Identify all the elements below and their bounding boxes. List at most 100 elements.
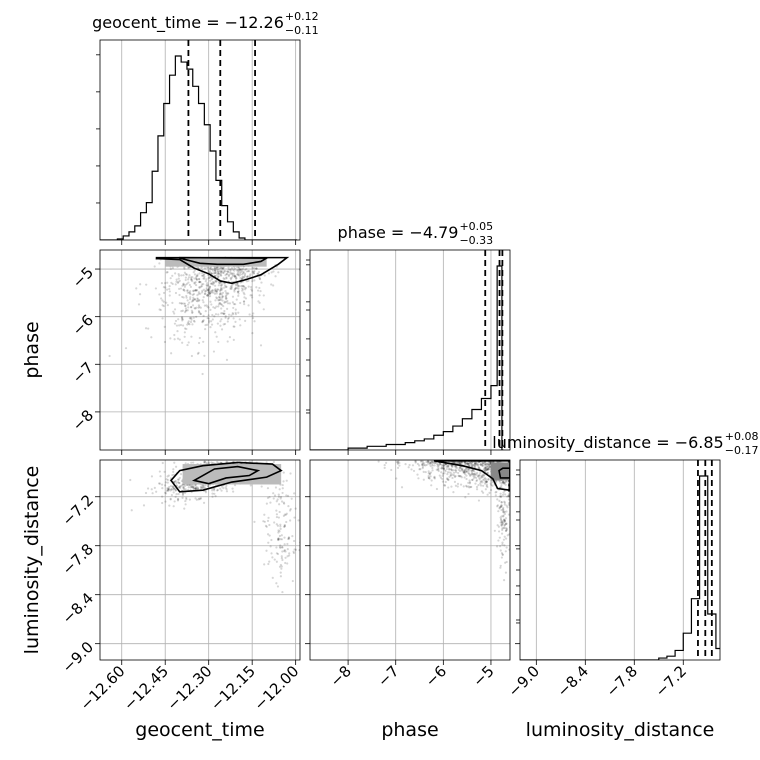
scatter-point bbox=[458, 461, 462, 465]
scatter-point bbox=[212, 487, 216, 490]
y-tick-label: −8 bbox=[69, 406, 97, 434]
scatter-point bbox=[447, 464, 450, 467]
scatter-point bbox=[285, 479, 288, 482]
scatter-point bbox=[250, 289, 254, 292]
scatter-point bbox=[237, 287, 240, 290]
scatter-point bbox=[279, 527, 282, 530]
scatter-point bbox=[501, 481, 505, 484]
scatter-point bbox=[263, 513, 266, 516]
scatter-point bbox=[479, 463, 482, 466]
scatter-point bbox=[181, 496, 184, 500]
scatter-point bbox=[439, 462, 442, 466]
scatter-point bbox=[210, 291, 213, 294]
scatter-point bbox=[166, 488, 169, 491]
scatter-point bbox=[242, 300, 246, 303]
scatter-point bbox=[226, 299, 229, 303]
scatter-point bbox=[498, 506, 501, 509]
scatter-point bbox=[186, 321, 190, 324]
scatter-point bbox=[243, 275, 246, 278]
scatter-point bbox=[202, 314, 205, 317]
scatter-point bbox=[196, 297, 199, 300]
scatter-point bbox=[385, 461, 388, 464]
scatter-point bbox=[433, 476, 436, 479]
scatter-point bbox=[206, 305, 209, 308]
scatter-point bbox=[469, 474, 472, 477]
scatter-point bbox=[205, 278, 208, 281]
scatter-point bbox=[400, 486, 404, 489]
scatter-point bbox=[483, 461, 486, 465]
scatter-point bbox=[454, 466, 457, 469]
scatter-point bbox=[441, 472, 444, 475]
scatter-point bbox=[500, 501, 503, 504]
scatter-point bbox=[466, 462, 470, 466]
scatter-point bbox=[437, 467, 440, 471]
scatter-point bbox=[272, 284, 275, 287]
scatter-point bbox=[499, 505, 502, 509]
scatter-point bbox=[225, 460, 228, 463]
scatter-point bbox=[249, 484, 252, 487]
scatter-point bbox=[167, 487, 170, 490]
scatter-point bbox=[237, 294, 240, 297]
scatter-point bbox=[189, 276, 193, 279]
scatter-point bbox=[185, 498, 188, 501]
scatter-point bbox=[182, 486, 185, 489]
x-tick-label: −12.00 bbox=[250, 662, 302, 714]
scatter-point bbox=[216, 322, 219, 325]
scatter-point bbox=[211, 289, 214, 292]
y-axis-label-luminosity-distance: luminosity_distance bbox=[21, 466, 43, 655]
scatter-point bbox=[177, 478, 180, 481]
scatter-point bbox=[204, 289, 208, 293]
scatter-point bbox=[220, 489, 223, 492]
scatter-point bbox=[167, 489, 170, 492]
scatter-point bbox=[463, 461, 466, 464]
scatter-point bbox=[488, 465, 491, 469]
scatter-point bbox=[495, 545, 499, 548]
scatter-point bbox=[166, 304, 169, 307]
scatter-point bbox=[287, 536, 290, 540]
scatter-point bbox=[172, 468, 175, 471]
scatter-point bbox=[504, 571, 508, 574]
scatter-point bbox=[277, 493, 280, 496]
scatter-point bbox=[500, 508, 503, 512]
scatter-point bbox=[234, 275, 238, 278]
scatter-point bbox=[244, 297, 248, 300]
scatter-point bbox=[209, 267, 212, 270]
scatter-point bbox=[459, 462, 462, 465]
scatter-point bbox=[502, 518, 506, 521]
scatter-point bbox=[221, 283, 224, 286]
scatter-point bbox=[192, 289, 195, 292]
density-block bbox=[182, 464, 282, 485]
scatter-point bbox=[448, 471, 451, 474]
scatter-point bbox=[230, 276, 233, 279]
scatter-point bbox=[202, 340, 205, 343]
scatter-point bbox=[503, 523, 507, 526]
scatter-point bbox=[230, 286, 234, 289]
scatter-point bbox=[442, 464, 445, 467]
scatter-point bbox=[206, 288, 210, 292]
scatter-point bbox=[222, 312, 225, 315]
scatter-point bbox=[223, 282, 226, 285]
scatter-point bbox=[214, 331, 217, 334]
scatter-point bbox=[204, 310, 207, 313]
scatter-point bbox=[293, 492, 296, 495]
scatter-point bbox=[293, 516, 296, 519]
scatter-point bbox=[207, 485, 210, 488]
scatter-point bbox=[501, 507, 505, 511]
scatter-point bbox=[284, 513, 287, 516]
scatter-point bbox=[447, 478, 450, 481]
scatter-point bbox=[186, 289, 189, 292]
scatter-point bbox=[471, 478, 474, 482]
scatter-point bbox=[180, 302, 184, 305]
scatter-point bbox=[486, 485, 489, 489]
scatter-point bbox=[178, 481, 181, 485]
scatter-point bbox=[154, 287, 158, 290]
scatter-point bbox=[214, 313, 218, 316]
scatter-point bbox=[442, 464, 446, 468]
scatter-point bbox=[503, 489, 506, 493]
scatter-point bbox=[218, 295, 221, 298]
scatter-point bbox=[431, 464, 434, 467]
scatter-point bbox=[201, 291, 204, 294]
scatter-point bbox=[500, 532, 504, 535]
scatter-point bbox=[499, 516, 502, 519]
scatter-point bbox=[274, 275, 277, 278]
